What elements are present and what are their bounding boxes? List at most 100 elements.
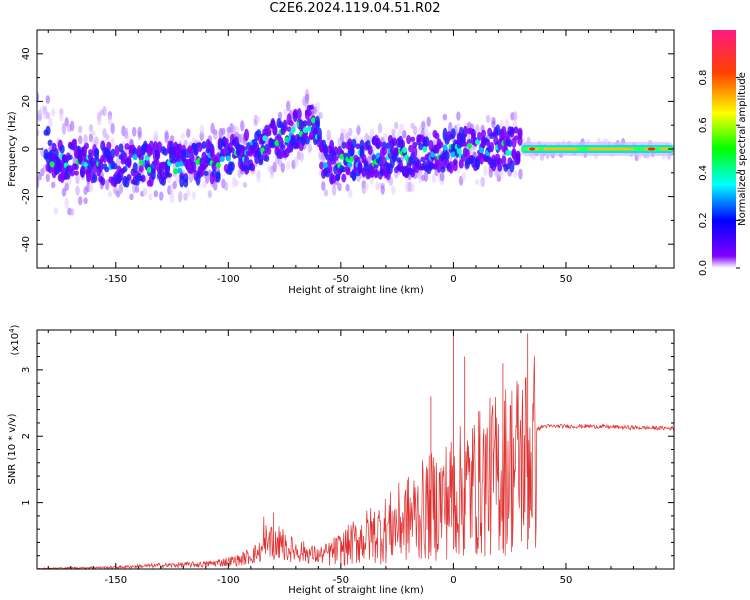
heatmap-cell: [203, 170, 209, 176]
heatmap-cell: [234, 125, 240, 134]
heatmap-cell: [278, 146, 284, 160]
y-tick-label: 20: [21, 95, 32, 108]
heatmap-cell: [418, 172, 423, 184]
heatmap-cell: [406, 135, 412, 145]
heatmap-cell: [154, 150, 160, 160]
heatmap-cell: [345, 183, 350, 192]
heatmap-cell: [412, 141, 418, 149]
snr-plot-area: [37, 330, 674, 569]
heatmap-cell: [393, 148, 399, 158]
heatmap-cell: [483, 165, 488, 177]
heatmap-cell: [142, 187, 148, 196]
heatmap-cell: [148, 193, 153, 201]
heatmap-cell: [426, 116, 431, 127]
heatmap-cell: [48, 117, 53, 128]
heatmap-cell: [88, 124, 94, 132]
x-tick-label: 50: [560, 575, 573, 586]
heatmap-cell: [110, 148, 116, 159]
heatmap-cell: [306, 109, 312, 117]
heatmap-cell: [335, 173, 341, 182]
heatmap-cell: [348, 188, 353, 198]
heatmap-cell: [132, 126, 137, 137]
x-tick-label: -150: [104, 274, 127, 285]
heatmap-cell: [285, 160, 291, 170]
heatmap-cell: [69, 208, 75, 216]
heatmap-cell: [94, 136, 99, 147]
heatmap-cell: [100, 177, 106, 186]
heatmap-cell: [485, 138, 491, 146]
heatmap-cell: [234, 179, 240, 187]
heatmap-cell: [122, 165, 128, 173]
heatmap-cell: [475, 178, 480, 186]
x-tick-label: 0: [450, 575, 456, 586]
heatmap-cell: [202, 181, 207, 188]
heatmap-cell: [137, 126, 142, 138]
heatmap-cell: [359, 145, 365, 157]
heatmap-area: [37, 88, 674, 216]
heatmap-cell: [175, 172, 180, 183]
heatmap-cell: [69, 167, 75, 177]
heatmap-cell: [186, 190, 191, 197]
x-tick-label: 0: [450, 274, 456, 285]
heatmap-cell: [479, 147, 485, 154]
heatmap-cell: [53, 206, 59, 215]
y-tick-label: 0: [21, 146, 32, 152]
heatmap-cell: [462, 125, 468, 138]
heatmap-cell: [481, 129, 487, 138]
colorbar-tick-label: 0.2: [698, 212, 709, 228]
heatmap-cell: [314, 119, 320, 130]
heatmap-cell: [439, 171, 445, 182]
heatmap-cell: [37, 114, 42, 122]
heatmap-cell: [132, 153, 138, 160]
heatmap-cell: [226, 131, 231, 139]
x-tick-label: -50: [333, 274, 349, 285]
heatmap-cell: [515, 150, 521, 160]
heatmap-cell: [339, 153, 345, 160]
heatmap-cell: [79, 168, 85, 178]
heatmap-cell: [466, 143, 472, 150]
heatmap-cell: [179, 174, 185, 188]
snr-series-line: [37, 356, 674, 569]
heatmap-cell: [399, 123, 404, 134]
heatmap-cell: [37, 173, 42, 181]
heatmap-cell: [134, 185, 140, 193]
heatmap-cell: [402, 130, 407, 139]
heatmap-cell: [501, 125, 507, 138]
heatmap-cell: [118, 143, 124, 153]
heatmap-cell: [315, 102, 321, 112]
heatmap-cell: [349, 147, 355, 157]
heatmap-cell: [348, 127, 353, 137]
heatmap-cell: [504, 118, 510, 131]
heatmap-cell: [513, 135, 519, 141]
heatmap-cell: [173, 168, 179, 175]
heatmap-cell: [75, 174, 80, 185]
heatmap-cell: [331, 174, 337, 184]
heatmap-cell: [213, 130, 218, 141]
heatmap-cell: [418, 142, 424, 151]
heatmap-cell: [479, 152, 485, 165]
heatmap-band-peak: [529, 147, 536, 151]
heatmap-cell: [71, 138, 77, 145]
heatmap-cell: [244, 154, 250, 167]
heatmap-cell: [294, 156, 299, 168]
heatmap-cell: [223, 137, 229, 144]
heatmap-cell: [442, 144, 448, 151]
heatmap-cell: [341, 173, 347, 183]
heatmap-cell: [356, 124, 361, 136]
heatmap-cell: [118, 184, 123, 194]
heatmap-cell: [258, 158, 264, 166]
heatmap-cell: [256, 171, 261, 183]
heatmap-cell: [69, 120, 75, 132]
chart-title: C2E6.2024.119.04.51.R02: [269, 1, 441, 16]
heatmap-cell: [92, 173, 98, 183]
heatmap-cell: [477, 131, 483, 141]
heatmap-cell: [464, 148, 470, 160]
heatmap-cell: [444, 151, 450, 161]
heatmap-cell: [509, 126, 515, 138]
heatmap-cell: [78, 125, 83, 134]
heatmap-cell: [221, 148, 227, 157]
heatmap-cell: [219, 155, 225, 162]
heatmap-band-peak: [660, 147, 670, 151]
heatmap-cell: [138, 164, 144, 173]
